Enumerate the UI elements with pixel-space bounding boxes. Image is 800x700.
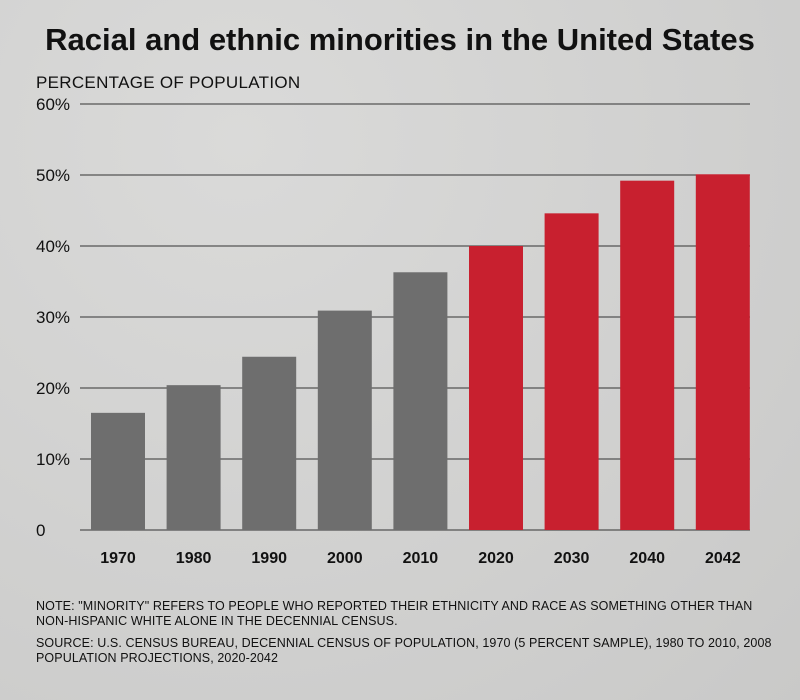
bar-1990 (242, 356, 297, 530)
y-tick-label: 60% (36, 95, 70, 114)
x-tick-label: 2000 (327, 550, 363, 567)
y-tick-label: 10% (36, 450, 70, 469)
bar-1980 (166, 385, 221, 530)
bar-2040 (620, 180, 675, 530)
bar-2010 (393, 272, 448, 530)
y-tick-label: 30% (36, 308, 70, 327)
chart-source: SOURCE: U.S. CENSUS BUREAU, DECENNIAL CE… (36, 636, 772, 665)
x-tick-label: 2042 (705, 550, 741, 567)
x-tick-label: 1990 (251, 550, 287, 567)
bar-2020 (469, 246, 523, 530)
x-tick-label: 1970 (100, 550, 136, 567)
bar-1970 (91, 412, 145, 530)
x-tick-label: 2040 (629, 550, 665, 567)
chart-note: NOTE: "MINORITY" REFERS TO PEOPLE WHO RE… (36, 599, 753, 628)
bars (91, 174, 750, 531)
x-tick-label: 2020 (478, 550, 514, 567)
y-tick-label: 20% (36, 379, 70, 398)
x-tick-label: 2030 (554, 550, 590, 567)
bar-2042 (695, 174, 750, 531)
y-tick-labels: 0 10% 20% 30% 40% 50% 60% (36, 95, 70, 540)
x-tick-labels: 1970 1980 1990 2000 2010 2020 2030 2040 2042 (100, 550, 740, 567)
y-tick-label: 40% (36, 237, 70, 256)
x-tick-label: 2010 (403, 550, 439, 567)
y-axis-label: PERCENTAGE OF POPULATION (36, 73, 301, 92)
chart-title: Racial and ethnic minorities in the Unit… (45, 22, 755, 57)
x-tick-label: 1980 (176, 550, 212, 567)
y-tick-label: 50% (36, 166, 70, 185)
bar-2030 (544, 213, 599, 530)
y-tick-label: 0 (36, 521, 45, 540)
bar-2000 (317, 310, 372, 530)
